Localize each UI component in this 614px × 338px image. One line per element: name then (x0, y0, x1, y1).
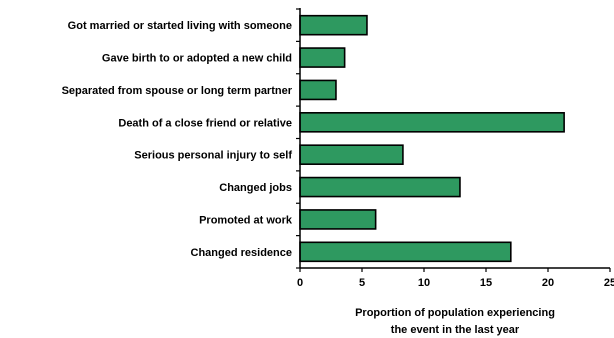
bar (299, 14, 368, 36)
bar (299, 79, 337, 101)
category-label: Promoted at work (199, 214, 293, 226)
category-label: Changed jobs (219, 182, 292, 194)
bars-group (299, 14, 565, 263)
x-tick-label: 15 (480, 277, 492, 289)
bar (299, 176, 461, 198)
bar (299, 241, 512, 263)
category-labels: Got married or started living with someo… (62, 20, 293, 259)
x-tick-labels: 0 5 10 15 20 25 (297, 277, 614, 289)
x-tick-label: 5 (359, 277, 365, 289)
bar (299, 144, 404, 165)
x-tick-label: 0 (297, 277, 303, 289)
category-label: Separated from spouse or long term partn… (62, 85, 293, 97)
category-label: Gave birth to or adopted a new child (102, 53, 292, 65)
x-tick-label: 10 (418, 277, 430, 289)
x-tick-label: 20 (542, 277, 554, 289)
bar (299, 209, 377, 230)
category-label: Death of a close friend or relative (118, 117, 292, 129)
x-axis-title-line-2: the event in the last year (391, 324, 520, 336)
x-tick-label: 25 (604, 277, 614, 289)
category-label: Got married or started living with someo… (68, 20, 292, 32)
axes-group (296, 8, 611, 272)
category-label: Serious personal injury to self (134, 150, 292, 162)
bar (299, 47, 346, 68)
x-axis-title-line-1: Proportion of population experiencing (355, 307, 555, 319)
category-label: Changed residence (191, 247, 292, 259)
bar (299, 112, 565, 133)
